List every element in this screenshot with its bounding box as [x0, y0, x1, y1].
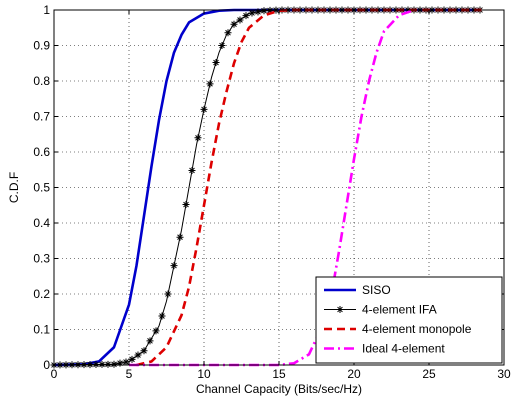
- series-line: [129, 8, 415, 367]
- series-marker: [206, 80, 214, 88]
- y-tick-label: 0: [43, 358, 50, 372]
- series-marker: [200, 105, 208, 113]
- legend-label: 4-element IFA: [362, 303, 437, 317]
- y-tick-label: 0.7: [33, 110, 50, 124]
- x-tick-label: 15: [272, 367, 286, 381]
- x-tick-label: 0: [51, 367, 58, 381]
- series-marker: [236, 16, 244, 24]
- x-tick-label: 30: [497, 367, 511, 381]
- y-tick-label: 0.2: [33, 287, 50, 301]
- legend-item: Ideal 4-element: [324, 342, 445, 356]
- series-line: [136, 8, 482, 367]
- series-marker: [164, 290, 172, 298]
- y-tick-label: 0.3: [33, 252, 50, 266]
- series-marker: [128, 355, 136, 363]
- y-tick-label: 0.4: [33, 216, 50, 230]
- y-tick-label: 0.8: [33, 74, 50, 88]
- series-marker: [170, 262, 178, 270]
- x-tick-label: 20: [347, 367, 361, 381]
- series-marker: [104, 360, 112, 368]
- legend-item: SISO: [324, 283, 391, 297]
- grid: [54, 10, 504, 365]
- legend: SISO 4-element IFA 4-element monopole Ideal…: [315, 276, 503, 364]
- y-tick-label: 0.1: [33, 323, 50, 337]
- legend-label: SISO: [362, 283, 391, 297]
- series-marker: [242, 12, 250, 20]
- x-tick-label: 5: [126, 367, 133, 381]
- series-marker: [248, 9, 256, 17]
- y-tick-label: 0.9: [33, 39, 50, 53]
- legend-label: 4-element monopole: [362, 322, 472, 336]
- series-marker: [116, 359, 124, 367]
- series-marker: [152, 327, 160, 335]
- series-marker: [110, 360, 118, 368]
- legend-item: 4-element monopole: [324, 322, 472, 336]
- series-marker: [182, 201, 190, 209]
- series-0: [53, 8, 482, 367]
- x-axis-label: Channel Capacity (Bits/sec/Hz): [196, 382, 362, 396]
- series-marker: [134, 351, 142, 359]
- x-tick-label: 10: [197, 367, 211, 381]
- y-tick-label: 0.5: [33, 181, 50, 195]
- series-marker: [158, 312, 166, 320]
- legend-marker: [336, 306, 344, 313]
- series-marker: [188, 166, 196, 174]
- series-line: [53, 8, 482, 367]
- x-tick-label: 25: [422, 367, 436, 381]
- legend-label: Ideal 4-element: [362, 342, 445, 356]
- series-marker: [218, 42, 226, 49]
- series-marker: [260, 7, 268, 15]
- series-marker: [98, 360, 106, 368]
- series-marker: [254, 8, 262, 16]
- series-3: [129, 8, 415, 367]
- series-marker: [212, 59, 220, 67]
- legend-item: 4-element IFA: [324, 303, 437, 317]
- series-marker: [122, 358, 130, 366]
- series-marker: [224, 29, 232, 37]
- series-marker: [140, 347, 148, 355]
- series-marker: [146, 337, 154, 345]
- series-2: [136, 8, 482, 367]
- series-marker: [230, 20, 238, 28]
- series-marker: [194, 134, 202, 142]
- y-tick-label: 1: [43, 3, 50, 17]
- y-tick-label: 0.6: [33, 145, 50, 159]
- y-axis-label: C.D.F: [7, 172, 21, 203]
- series-marker: [176, 233, 184, 241]
